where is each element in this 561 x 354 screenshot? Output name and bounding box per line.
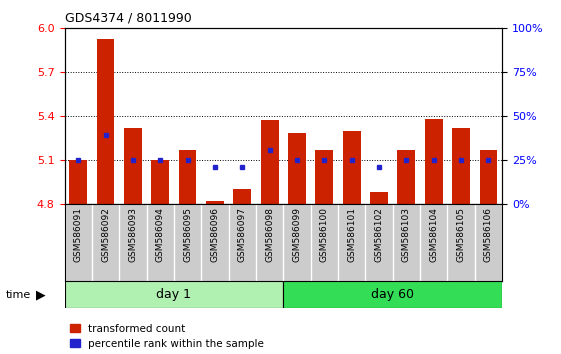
Text: GSM586097: GSM586097 <box>238 207 247 262</box>
Bar <box>179 149 196 204</box>
Bar <box>206 201 224 204</box>
Text: GSM586105: GSM586105 <box>457 207 466 262</box>
Text: GSM586102: GSM586102 <box>375 207 384 262</box>
Text: GSM586098: GSM586098 <box>265 207 274 262</box>
Text: GSM586092: GSM586092 <box>101 207 110 262</box>
Bar <box>261 120 278 204</box>
Text: GSM586101: GSM586101 <box>347 207 356 262</box>
Text: day 1: day 1 <box>157 288 191 301</box>
Bar <box>370 192 388 204</box>
Text: GSM586095: GSM586095 <box>183 207 192 262</box>
Bar <box>65 281 283 308</box>
Bar <box>151 160 169 204</box>
Bar <box>96 39 114 204</box>
Bar <box>283 281 502 308</box>
Text: time: time <box>6 290 31 300</box>
Legend: transformed count, percentile rank within the sample: transformed count, percentile rank withi… <box>70 324 264 349</box>
Text: GSM586096: GSM586096 <box>210 207 219 262</box>
Text: day 60: day 60 <box>371 288 414 301</box>
Bar <box>233 189 251 204</box>
Text: GSM586104: GSM586104 <box>429 207 438 262</box>
Bar <box>124 127 142 204</box>
Text: ▶: ▶ <box>36 288 46 301</box>
Bar <box>480 149 497 204</box>
Text: GSM586091: GSM586091 <box>73 207 82 262</box>
Text: GSM586103: GSM586103 <box>402 207 411 262</box>
Text: GSM586106: GSM586106 <box>484 207 493 262</box>
Bar <box>70 160 87 204</box>
Text: GDS4374 / 8011990: GDS4374 / 8011990 <box>65 12 191 25</box>
Text: GSM586100: GSM586100 <box>320 207 329 262</box>
Bar <box>315 149 333 204</box>
Bar <box>425 119 443 204</box>
Bar <box>452 127 470 204</box>
Text: GSM586099: GSM586099 <box>292 207 301 262</box>
Bar <box>288 133 306 204</box>
Text: GSM586093: GSM586093 <box>128 207 137 262</box>
Text: GSM586094: GSM586094 <box>156 207 165 262</box>
Bar <box>343 131 361 204</box>
Bar <box>398 149 415 204</box>
